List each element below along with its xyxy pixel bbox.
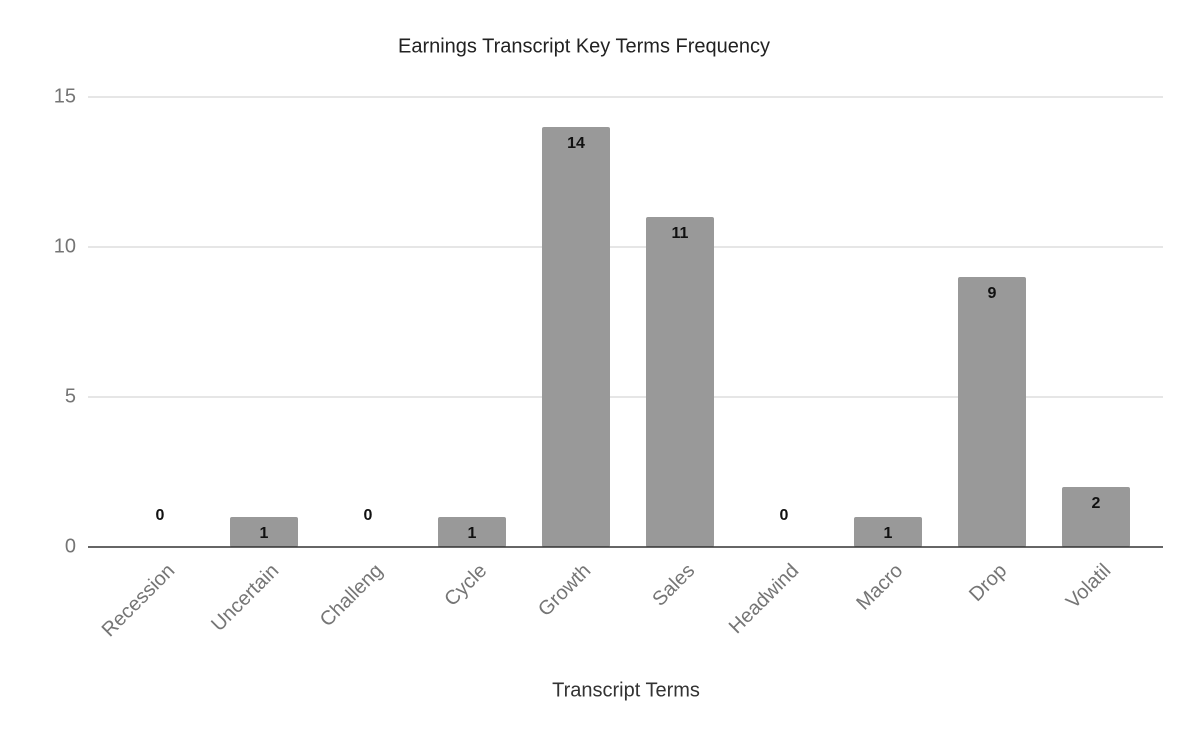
y-tick-label: 0 <box>65 535 76 557</box>
y-tick-label: 10 <box>54 235 76 257</box>
x-tick-label: Uncertain <box>207 560 283 636</box>
x-tick-label: Macro <box>852 560 907 615</box>
y-tick-label: 5 <box>65 385 76 407</box>
data-label: 11 <box>672 225 689 242</box>
y-tick-label: 15 <box>54 85 76 107</box>
data-label: 14 <box>567 135 585 152</box>
bar <box>542 127 610 547</box>
bar <box>854 517 922 547</box>
data-label: 1 <box>260 525 269 542</box>
data-label: 0 <box>156 507 165 524</box>
bar <box>958 277 1026 547</box>
x-tick-label: Sales <box>648 560 699 611</box>
x-axis-title: Transcript Terms <box>552 679 700 701</box>
x-tick-label: Growth <box>534 560 595 621</box>
x-tick-label: Headwind <box>725 560 803 638</box>
data-label: 2 <box>1092 495 1101 512</box>
x-tick-label: Recession <box>98 560 180 642</box>
bar <box>1062 487 1130 547</box>
data-label: 1 <box>468 525 477 542</box>
x-tick-label: Drop <box>965 560 1011 606</box>
data-label: 1 <box>884 525 893 542</box>
x-tick-label: Cycle <box>440 560 491 611</box>
data-label: 0 <box>364 507 373 524</box>
bar <box>646 217 714 547</box>
data-label: 0 <box>780 507 789 524</box>
x-tick-label: Challeng <box>316 560 387 631</box>
bar <box>438 517 506 547</box>
x-tick-label: Volatil <box>1062 560 1115 613</box>
chart-title: Earnings Transcript Key Terms Frequency <box>398 35 770 57</box>
data-label: 9 <box>988 285 997 302</box>
bar <box>230 517 298 547</box>
